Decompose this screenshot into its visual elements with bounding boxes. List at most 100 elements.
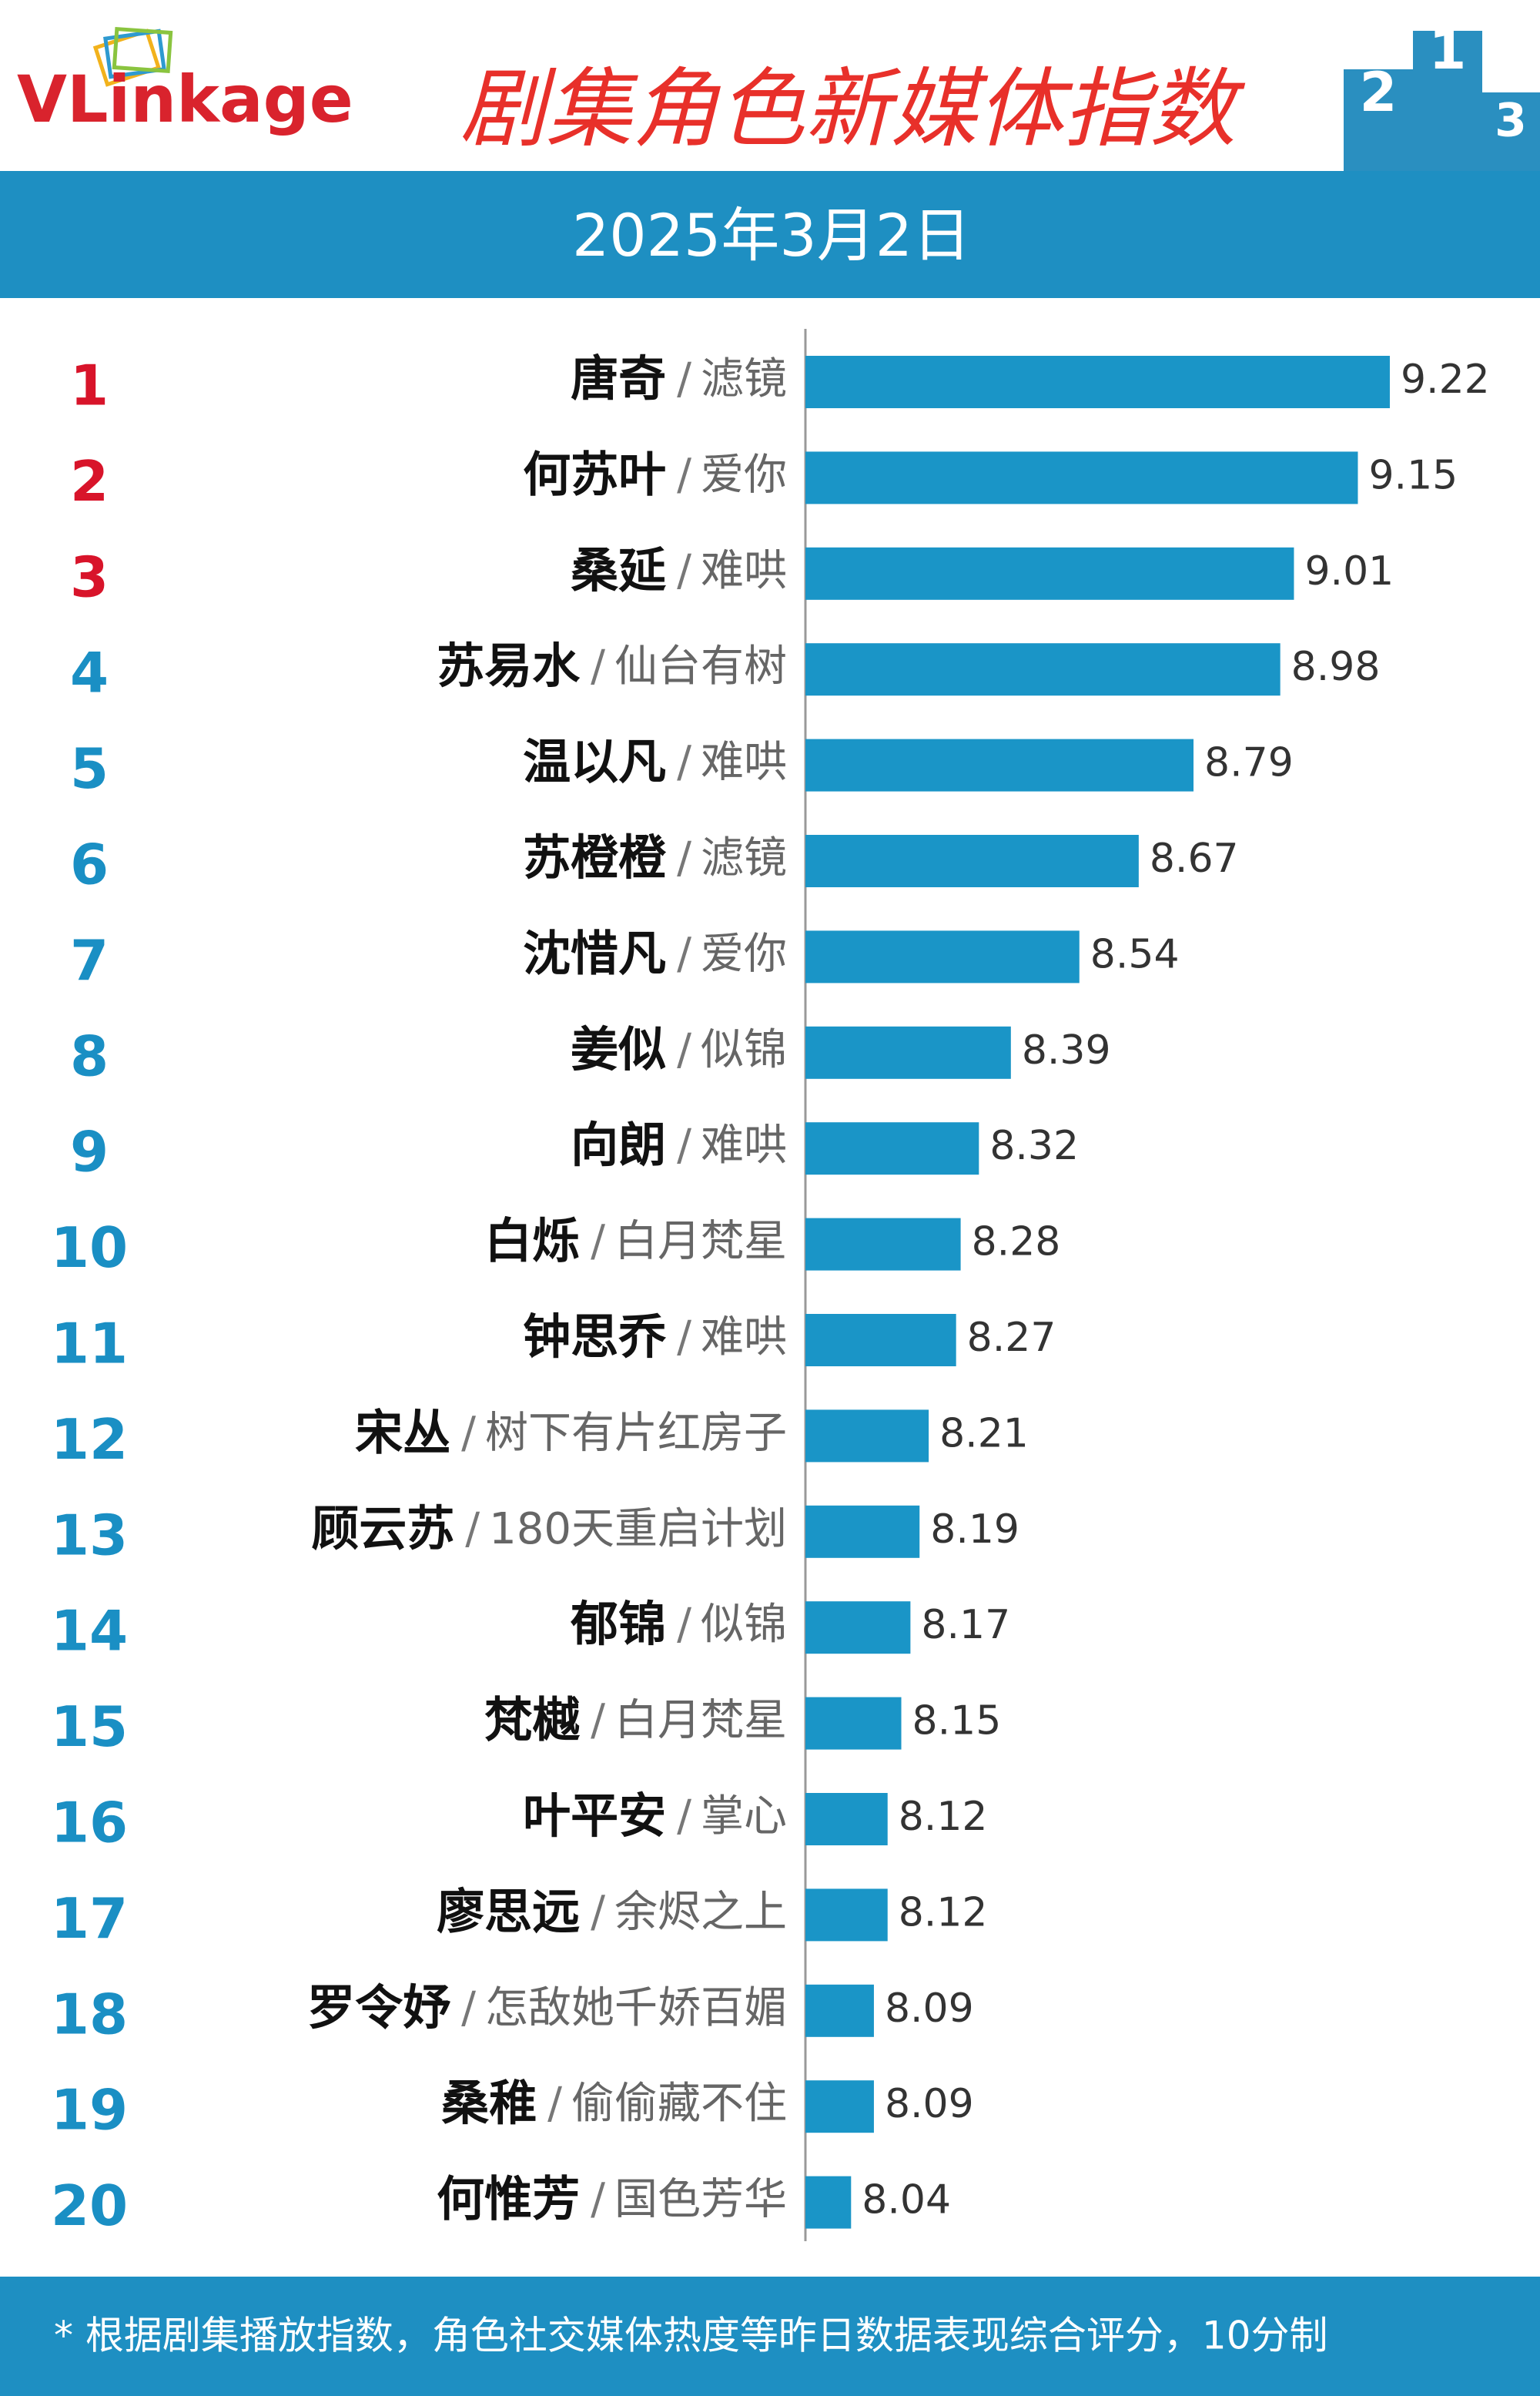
bar xyxy=(805,835,1139,887)
bar xyxy=(805,451,1358,504)
name: 桑稚 xyxy=(441,2075,537,2131)
value-label: 9.15 xyxy=(1368,452,1458,498)
separator: / xyxy=(677,833,691,883)
title: 剧集角色新媒体指数 xyxy=(460,59,1246,159)
value-label: 8.98 xyxy=(1291,644,1381,690)
value-label: 8.09 xyxy=(885,2081,974,2127)
name: 罗令妤 xyxy=(307,1979,450,2036)
podium-label: 3 xyxy=(1495,94,1527,148)
category-label: 宋丛 / 树下有片红房子 xyxy=(355,1404,787,1460)
drama: 掌心 xyxy=(701,1791,787,1841)
drama: 怎敌她千娇百媚 xyxy=(485,1983,787,2033)
drama: 难哄 xyxy=(701,546,787,596)
name: 廖思远 xyxy=(437,1883,580,1939)
value-label: 8.27 xyxy=(967,1315,1056,1361)
name: 郁锦 xyxy=(570,1596,666,1652)
separator: / xyxy=(465,1504,480,1554)
footer-band xyxy=(0,2277,1540,2396)
rank: 6 xyxy=(70,833,109,897)
value-label: 8.28 xyxy=(972,1219,1061,1265)
separator: / xyxy=(547,2079,562,2129)
separator: / xyxy=(591,1696,605,1746)
drama: 国色芳华 xyxy=(614,2175,787,2225)
separator: / xyxy=(677,1121,691,1171)
bar xyxy=(805,1793,888,1845)
category-label: 廖思远 / 余烬之上 xyxy=(437,1883,787,1939)
rank: 4 xyxy=(70,641,109,705)
bar xyxy=(805,1505,920,1558)
logo: VLinkage xyxy=(17,62,353,137)
logo-icon xyxy=(92,26,173,87)
category-label: 苏橙橙 / 滤镜 xyxy=(523,829,787,886)
name: 姜似 xyxy=(571,1021,666,1077)
rank: 19 xyxy=(51,2078,128,2143)
bar xyxy=(805,1984,874,2037)
rank: 9 xyxy=(70,1120,109,1185)
name: 钟思乔 xyxy=(523,1309,666,1365)
separator: / xyxy=(677,930,691,980)
category-label: 白烁 / 白月梵星 xyxy=(484,1213,787,1269)
bar xyxy=(805,1314,956,1366)
bar xyxy=(805,1122,979,1175)
rank: 20 xyxy=(51,2173,128,2238)
drama: 难哄 xyxy=(701,738,787,788)
podium-label: 2 xyxy=(1360,61,1398,124)
separator: / xyxy=(677,738,691,788)
rank: 10 xyxy=(51,1215,128,1280)
value-label: 8.09 xyxy=(885,1985,974,2032)
value-label: 8.67 xyxy=(1150,836,1239,882)
category-label: 梵樾 / 白月梵星 xyxy=(484,1692,787,1748)
value-label: 9.01 xyxy=(1304,548,1394,595)
value-label: 8.19 xyxy=(930,1506,1019,1553)
date-band xyxy=(0,171,1540,298)
drama: 似锦 xyxy=(701,1025,787,1075)
value-label: 8.21 xyxy=(939,1410,1029,1456)
category-label: 沈惜凡 / 爱你 xyxy=(523,925,787,981)
bar xyxy=(805,643,1281,696)
bar xyxy=(805,1888,888,1942)
podium-graphic xyxy=(1344,31,1540,171)
drama: 滤镜 xyxy=(701,833,787,883)
drama: 仙台有树 xyxy=(614,642,787,692)
category-label: 钟思乔 / 难哄 xyxy=(523,1309,787,1365)
name: 沈惜凡 xyxy=(523,925,666,981)
bar xyxy=(805,1218,961,1271)
bar xyxy=(805,930,1080,984)
rank: 14 xyxy=(51,1599,128,1664)
drama: 爱你 xyxy=(701,451,787,501)
drama: 似锦 xyxy=(701,1600,787,1650)
separator: / xyxy=(677,451,691,501)
separator: / xyxy=(677,1600,691,1650)
drama: 树下有片红房子 xyxy=(485,1409,787,1459)
category-label: 唐奇 / 滤镜 xyxy=(571,350,787,407)
name: 宋丛 xyxy=(355,1404,450,1460)
name: 向朗 xyxy=(571,1117,666,1173)
rank: 8 xyxy=(70,1024,109,1088)
drama: 余烬之上 xyxy=(614,1888,787,1938)
bar xyxy=(805,1409,929,1463)
rank: 15 xyxy=(51,1694,128,1759)
rank: 7 xyxy=(70,928,109,993)
rank: 17 xyxy=(51,1886,128,1951)
category-label: 桑延 / 难哄 xyxy=(571,542,787,598)
rank: 1 xyxy=(70,354,109,418)
value-label: 9.22 xyxy=(1401,357,1490,403)
category-label: 姜似 / 似锦 xyxy=(571,1021,787,1077)
category-label: 何苏叶 / 爱你 xyxy=(523,446,787,502)
bar xyxy=(805,1601,911,1654)
name: 苏橙橙 xyxy=(523,829,667,886)
drama: 白月梵星 xyxy=(614,1696,787,1746)
drama: 白月梵星 xyxy=(614,1217,787,1267)
name: 唐奇 xyxy=(571,350,666,407)
category-label: 桑稚 / 偷偷藏不住 xyxy=(441,2075,787,2131)
category-label: 向朗 / 难哄 xyxy=(571,1117,787,1173)
separator: / xyxy=(591,1888,605,1938)
footer-note: * 根据剧集播放指数，角色社交媒体热度等昨日数据表现综合评分，10分制 xyxy=(54,2314,1328,2358)
date: 2025年3月2日 xyxy=(572,201,971,270)
value-label: 8.32 xyxy=(989,1123,1079,1169)
name: 苏易水 xyxy=(437,638,581,694)
value-label: 8.15 xyxy=(912,1698,1002,1744)
bar xyxy=(805,2080,874,2133)
name: 叶平安 xyxy=(523,1788,666,1844)
